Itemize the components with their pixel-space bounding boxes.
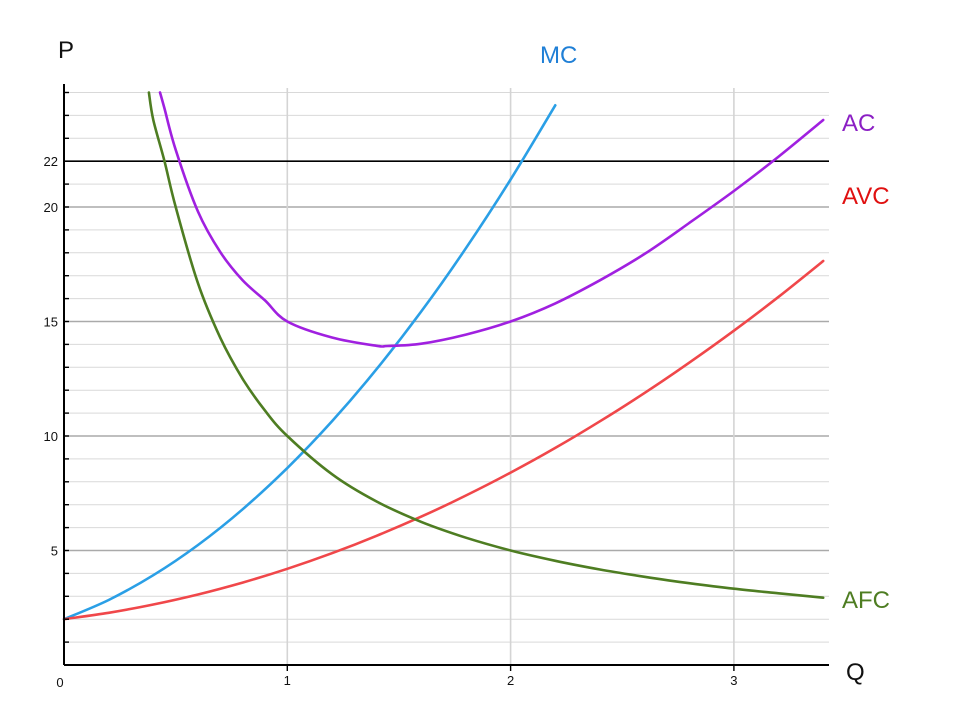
origin-label: 0 bbox=[56, 675, 63, 690]
ac-label: AC bbox=[842, 110, 875, 137]
afc-curve bbox=[147, 91, 825, 599]
tick-labels: 5 10 15 20 22 1 2 3 0 bbox=[44, 154, 738, 690]
mc-label: MC bbox=[540, 42, 577, 69]
afc-label: AFC bbox=[842, 587, 890, 614]
avc-label: AVC bbox=[842, 183, 890, 210]
y-tick-label: 15 bbox=[44, 315, 58, 330]
y-tick-label: 22 bbox=[44, 154, 58, 169]
x-tick-label: 2 bbox=[507, 673, 514, 688]
x-tick-label: 1 bbox=[284, 673, 291, 688]
mc-curve bbox=[62, 104, 557, 621]
x-axis-title: Q bbox=[846, 659, 865, 686]
series-labels: MC AC AVC AFC bbox=[540, 42, 890, 614]
x-tick-label: 3 bbox=[730, 673, 737, 688]
grid bbox=[64, 88, 829, 665]
y-tick-label: 10 bbox=[44, 429, 58, 444]
y-tick-label: 20 bbox=[44, 200, 58, 215]
avc-curve bbox=[62, 259, 825, 621]
y-tick-label: 5 bbox=[51, 544, 58, 559]
ac-curve bbox=[158, 91, 825, 348]
axes bbox=[63, 84, 829, 671]
series-lines bbox=[62, 91, 825, 621]
y-axis-title: P bbox=[58, 37, 74, 64]
